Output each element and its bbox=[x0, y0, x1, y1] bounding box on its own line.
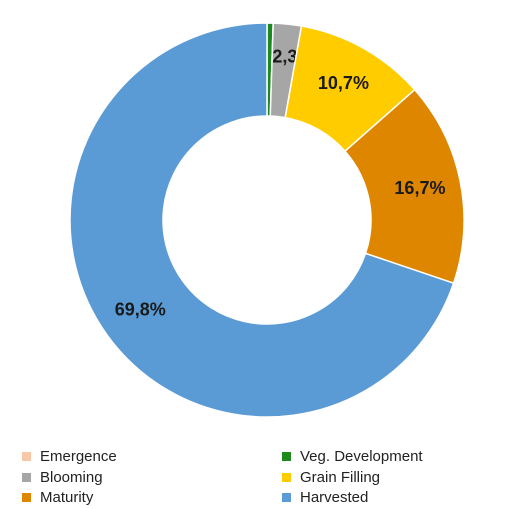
data-label-harvested: 69,8% bbox=[115, 300, 166, 320]
slice-maturity bbox=[343, 88, 465, 285]
data-label-maturity: 16,7% bbox=[394, 178, 445, 198]
slice-harvested bbox=[69, 22, 455, 418]
data-label-grain-filling: 10,7% bbox=[318, 73, 369, 93]
